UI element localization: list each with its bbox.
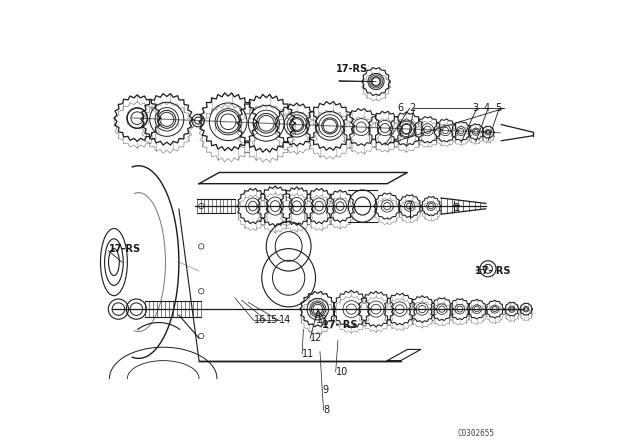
Polygon shape [502,125,533,141]
Text: 17-RS: 17-RS [336,65,368,74]
Text: 16: 16 [253,315,266,325]
Text: 14: 14 [279,315,291,325]
Text: 9: 9 [323,385,328,395]
Text: C0302655: C0302655 [458,429,495,438]
Text: 11: 11 [302,349,314,359]
Text: 2: 2 [410,103,416,112]
Text: 1: 1 [454,203,461,213]
Text: 3: 3 [472,103,479,112]
Text: 10: 10 [336,367,348,377]
Text: 15: 15 [266,315,278,325]
Text: 17- RS: 17- RS [323,320,358,330]
Text: 17- RS: 17- RS [475,266,510,276]
Text: 17-RS: 17-RS [109,244,141,254]
Text: 4: 4 [484,103,490,112]
Text: 8: 8 [324,405,330,415]
Text: 7: 7 [406,201,412,211]
Text: 6: 6 [397,103,403,112]
Text: 12: 12 [310,333,323,343]
Text: 5: 5 [495,103,502,112]
Text: 13: 13 [316,315,328,325]
